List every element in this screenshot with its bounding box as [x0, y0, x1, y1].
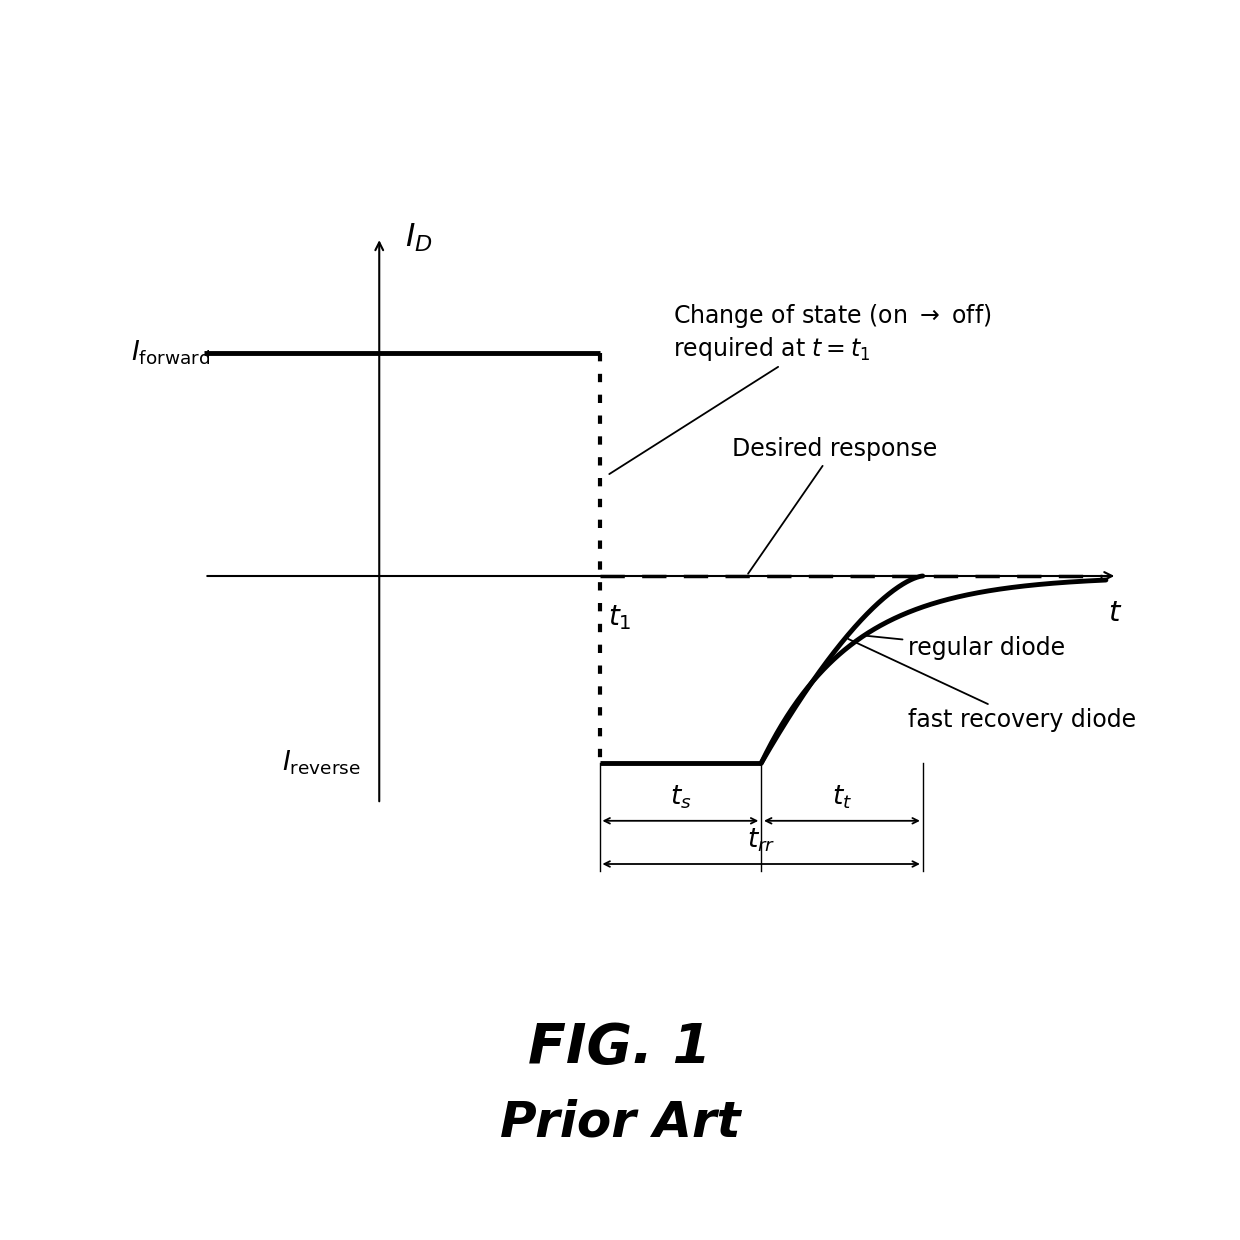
Text: $t$: $t$ [1107, 599, 1122, 627]
Text: $I_D$: $I_D$ [405, 221, 433, 253]
Text: $I_{\mathrm{reverse}}$: $I_{\mathrm{reverse}}$ [283, 749, 361, 777]
Text: $I_{\mathrm{forward}}$: $I_{\mathrm{forward}}$ [131, 339, 211, 367]
Text: $t_t$: $t_t$ [832, 784, 852, 811]
Text: $t_s$: $t_s$ [670, 784, 691, 811]
Text: FIG. 1: FIG. 1 [528, 1021, 712, 1075]
Text: regular diode: regular diode [867, 636, 1065, 660]
Text: $t_{rr}$: $t_{rr}$ [746, 826, 775, 854]
Text: Prior Art: Prior Art [500, 1099, 740, 1146]
Text: fast recovery diode: fast recovery diode [848, 639, 1136, 732]
Text: Desired response: Desired response [732, 436, 937, 574]
Text: $t_1$: $t_1$ [609, 603, 632, 632]
Text: Change of state (on $\rightarrow$ off)
required at $t = t_1$: Change of state (on $\rightarrow$ off) r… [609, 303, 992, 474]
